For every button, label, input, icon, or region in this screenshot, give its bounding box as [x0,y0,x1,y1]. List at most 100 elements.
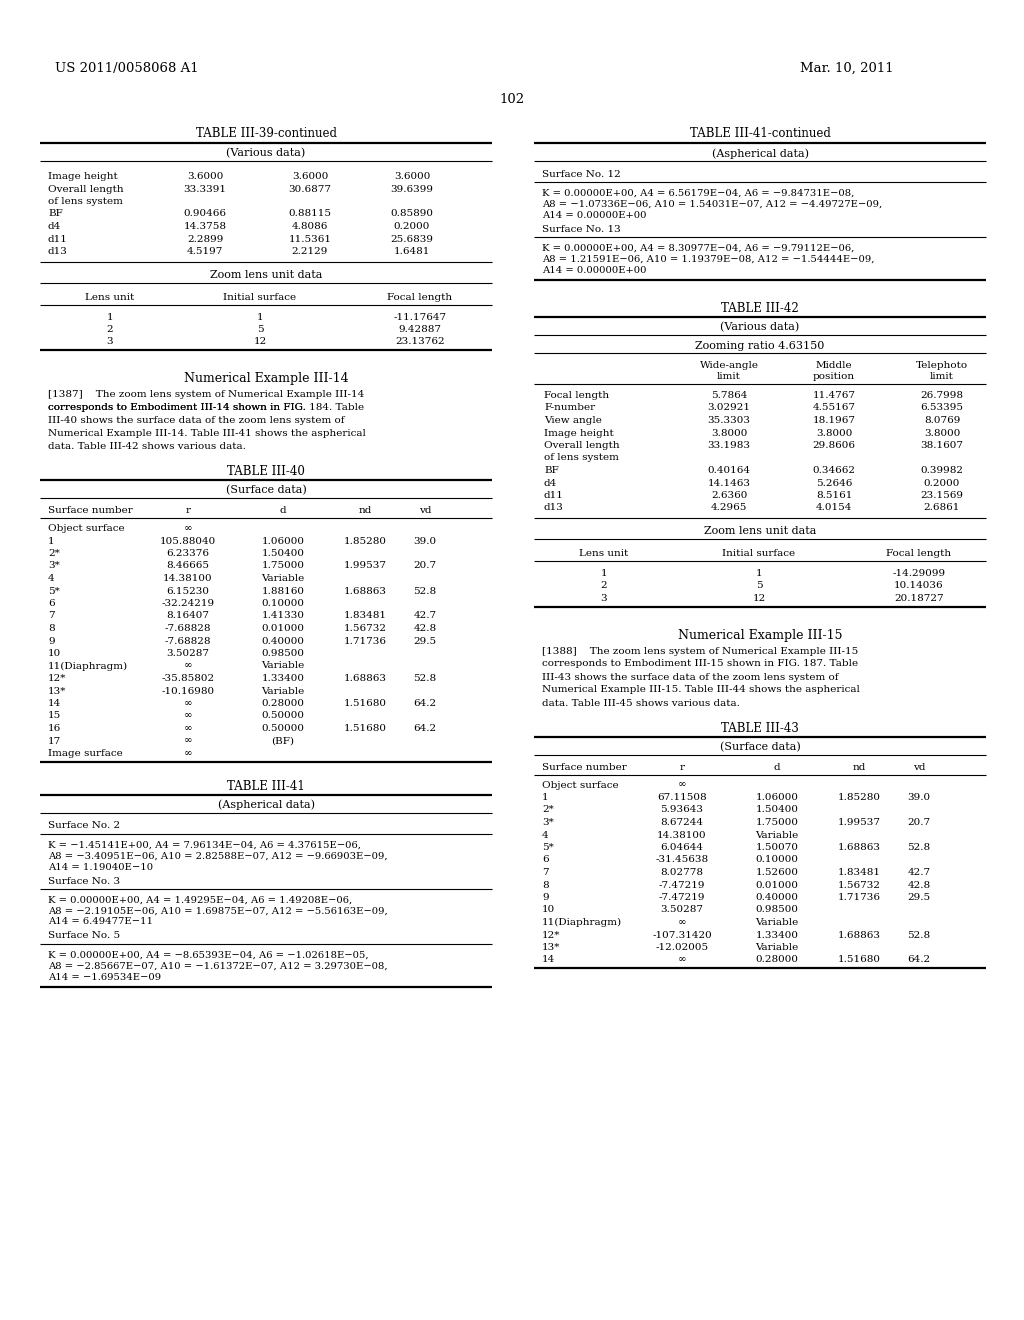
Text: 18.1967: 18.1967 [812,416,855,425]
Text: of lens system: of lens system [48,197,123,206]
Text: 52.8: 52.8 [414,675,436,682]
Text: Initial surface: Initial surface [723,549,796,558]
Text: 1.50070: 1.50070 [756,843,799,851]
Text: 1: 1 [48,536,54,545]
Text: 1.99537: 1.99537 [838,818,881,828]
Text: 3*: 3* [48,561,59,570]
Text: 39.0: 39.0 [414,536,436,545]
Text: 15: 15 [48,711,61,721]
Text: Lens unit: Lens unit [580,549,629,558]
Text: 0.28000: 0.28000 [261,700,304,708]
Text: 17: 17 [48,737,61,746]
Text: 3.8000: 3.8000 [816,429,852,437]
Text: 1.83481: 1.83481 [343,611,386,620]
Text: 0.85890: 0.85890 [390,210,433,219]
Text: 3.8000: 3.8000 [924,429,961,437]
Text: nd: nd [852,763,865,771]
Text: 0.98500: 0.98500 [261,649,304,657]
Text: 3.6000: 3.6000 [186,172,223,181]
Text: 1: 1 [257,313,263,322]
Text: 1.51680: 1.51680 [838,956,881,965]
Text: of lens system: of lens system [544,454,618,462]
Text: K = 0.00000E+00, A4 = 1.49295E−04, A6 = 1.49208E−06,: K = 0.00000E+00, A4 = 1.49295E−04, A6 = … [48,895,352,904]
Text: ∞: ∞ [183,737,193,746]
Text: Lens unit: Lens unit [85,293,134,301]
Text: (Surface data): (Surface data) [225,484,306,495]
Text: [1388]    The zoom lens system of Numerical Example III-15: [1388] The zoom lens system of Numerical… [542,647,858,656]
Text: 2.2899: 2.2899 [186,235,223,243]
Text: Numerical Example III-14. Table III-41 shows the aspherical: Numerical Example III-14. Table III-41 s… [48,429,366,438]
Text: 42.7: 42.7 [907,869,931,876]
Text: 4.2965: 4.2965 [711,503,748,512]
Text: 1.68863: 1.68863 [838,931,881,940]
Text: A14 = 6.49477E−11: A14 = 6.49477E−11 [48,917,153,927]
Text: 0.01000: 0.01000 [756,880,799,890]
Text: 20.7: 20.7 [907,818,931,828]
Text: 1.56732: 1.56732 [838,880,881,890]
Text: 1.85280: 1.85280 [343,536,386,545]
Text: III-43 shows the surface data of the zoom lens system of: III-43 shows the surface data of the zoo… [542,672,839,681]
Text: Surface No. 5: Surface No. 5 [48,932,120,940]
Text: 0.10000: 0.10000 [261,599,304,609]
Text: d13: d13 [544,503,564,512]
Text: d4: d4 [48,222,61,231]
Text: Surface No. 3: Surface No. 3 [48,876,120,886]
Text: 4.8086: 4.8086 [292,222,328,231]
Text: 0.98500: 0.98500 [756,906,799,915]
Text: 1.06000: 1.06000 [261,536,304,545]
Text: 10.14036: 10.14036 [894,582,944,590]
Text: Numerical Example III-14: Numerical Example III-14 [183,372,348,385]
Text: Image surface: Image surface [48,748,123,758]
Text: 52.8: 52.8 [907,931,931,940]
Text: 0.50000: 0.50000 [261,723,304,733]
Text: (Aspherical data): (Aspherical data) [217,800,314,810]
Text: 23.1569: 23.1569 [921,491,964,500]
Text: Surface No. 12: Surface No. 12 [542,170,621,180]
Text: US 2011/0058068 A1: US 2011/0058068 A1 [55,62,199,75]
Text: -7.47219: -7.47219 [658,894,706,902]
Text: Focal length: Focal length [544,391,609,400]
Text: (BF): (BF) [271,737,295,746]
Text: 11(Diaphragm): 11(Diaphragm) [542,917,623,927]
Text: 1.51680: 1.51680 [343,723,386,733]
Text: Surface number: Surface number [48,506,133,515]
Text: -14.29099: -14.29099 [893,569,945,578]
Text: 42.8: 42.8 [907,880,931,890]
Text: ∞: ∞ [183,748,193,758]
Text: 11.4767: 11.4767 [812,391,855,400]
Text: Object surface: Object surface [48,524,125,533]
Text: 1.83481: 1.83481 [838,869,881,876]
Text: 64.2: 64.2 [414,700,436,708]
Text: corresponds to Embodiment III-14 shown in FIG. 184: corresponds to Embodiment III-14 shown i… [48,403,357,412]
Text: 1.33400: 1.33400 [756,931,799,940]
Text: 1.68863: 1.68863 [838,843,881,851]
Text: d11: d11 [544,491,564,500]
Text: 14.38100: 14.38100 [163,574,213,583]
Text: 3.6000: 3.6000 [292,172,328,181]
Text: 5: 5 [257,325,263,334]
Text: 8.0769: 8.0769 [924,416,961,425]
Text: A14 = 0.00000E+00: A14 = 0.00000E+00 [542,211,646,220]
Text: 1.33400: 1.33400 [261,675,304,682]
Text: Surface number: Surface number [542,763,627,771]
Text: 10: 10 [542,906,555,915]
Text: ∞: ∞ [678,956,686,965]
Text: 12: 12 [753,594,766,603]
Text: -12.02005: -12.02005 [655,942,709,952]
Text: r: r [680,763,684,771]
Text: K = 0.00000E+00, A4 = −8.65393E−04, A6 = −1.02618E−05,: K = 0.00000E+00, A4 = −8.65393E−04, A6 =… [48,950,369,960]
Text: 1.85280: 1.85280 [838,793,881,803]
Text: data. Table III-42 shows various data.: data. Table III-42 shows various data. [48,442,246,451]
Text: corresponds to Embodiment III-15 shown in FIG. 187. Table: corresponds to Embodiment III-15 shown i… [542,660,858,668]
Text: 0.34662: 0.34662 [812,466,855,475]
Text: Focal length: Focal length [387,293,453,301]
Text: vd: vd [419,506,431,515]
Text: [1387]    The zoom lens system of Numerical Example III-14: [1387] The zoom lens system of Numerical… [48,389,365,399]
Text: 4.5197: 4.5197 [186,247,223,256]
Text: d13: d13 [48,247,68,256]
Text: 67.11508: 67.11508 [657,793,707,803]
Text: 4: 4 [542,830,549,840]
Text: 14.1463: 14.1463 [708,479,751,487]
Text: d11: d11 [48,235,68,243]
Text: A8 = 1.21591E−06, A10 = 1.19379E−08, A12 = −1.54444E−09,: A8 = 1.21591E−06, A10 = 1.19379E−08, A12… [542,255,874,264]
